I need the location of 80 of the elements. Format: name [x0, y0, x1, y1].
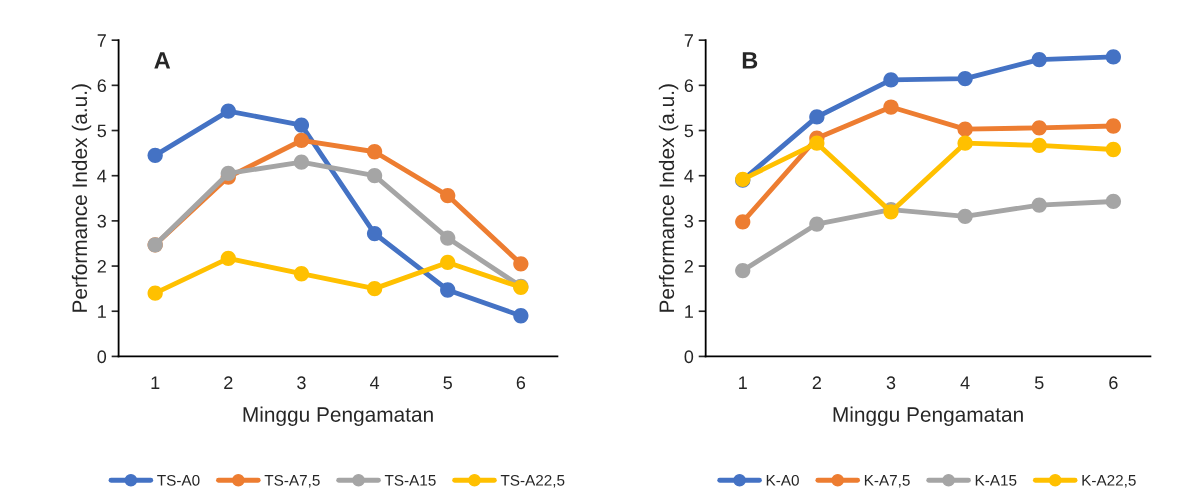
legend-label: K-A7,5 [864, 475, 910, 488]
chart-title: B [742, 52, 758, 69]
x-tick-label: 4 [369, 376, 380, 389]
y-tick-label: 1 [98, 305, 106, 318]
point [957, 208, 973, 224]
y-tick-label: 3 [684, 214, 694, 228]
x-tick-label: 4 [960, 376, 970, 389]
x-tick-label: 3 [886, 376, 896, 390]
point [440, 254, 456, 271]
x-tick-label: 2 [812, 376, 821, 389]
y-axis-title: Performance Index (a.u.) [658, 84, 679, 312]
y-tick-label: 2 [684, 259, 693, 273]
point [220, 165, 236, 182]
point [147, 147, 163, 164]
point [440, 230, 456, 246]
x-tick-label: 1 [151, 376, 160, 389]
x-tick-label: 6 [1109, 376, 1118, 390]
x-tick-label: 5 [1034, 376, 1044, 390]
point [513, 308, 529, 324]
point [440, 187, 456, 204]
y-tick-label: 7 [97, 34, 106, 47]
legend-label: K-A22,5 [1082, 474, 1136, 488]
x-axis-title: Minggu Pengamatan [243, 406, 433, 427]
y-tick-label: 5 [684, 124, 694, 138]
y-tick-label: 6 [97, 79, 106, 93]
y-tick-label: 6 [684, 79, 694, 93]
legend-label: TS-A7,5 [264, 474, 320, 488]
x-tick-label: 5 [443, 376, 452, 390]
point [1105, 193, 1121, 210]
point [366, 168, 383, 184]
y-tick-label: 7 [684, 34, 693, 47]
point [957, 70, 973, 87]
point [1031, 120, 1047, 136]
x-tick-label: 2 [224, 376, 233, 389]
point [735, 214, 751, 230]
x-tick-label: 1 [739, 376, 747, 389]
point [366, 281, 383, 297]
point [809, 135, 825, 151]
point [1031, 137, 1047, 154]
x-tick-label: 6 [516, 376, 526, 390]
point [1105, 141, 1121, 158]
legend-label: TS-A0 [157, 474, 200, 486]
point [513, 256, 529, 272]
legend-label: K-A15 [975, 475, 1017, 486]
point [440, 282, 456, 298]
legend-label: TS-A15 [384, 474, 436, 486]
point [366, 225, 383, 242]
point [957, 135, 973, 151]
y-tick-label: 4 [684, 169, 694, 183]
point [957, 121, 973, 137]
point [1105, 49, 1121, 65]
chart-title: A [154, 52, 171, 69]
point [1031, 51, 1047, 68]
point [220, 250, 236, 267]
legend-label: K-A0 [766, 474, 799, 486]
point [293, 117, 310, 133]
y-axis-title: Performance Index (a.u.) [71, 84, 92, 312]
point [1031, 197, 1047, 213]
point [293, 154, 310, 170]
point [735, 262, 751, 279]
point [220, 103, 236, 119]
point [809, 109, 825, 125]
point [293, 266, 310, 282]
x-axis-title: Minggu Pengamatan [833, 406, 1023, 427]
x-tick-label: 3 [297, 376, 306, 390]
y-tick-label: 4 [97, 169, 107, 183]
point [147, 285, 163, 301]
point [809, 216, 825, 232]
point [366, 144, 383, 160]
y-tick-label: 1 [685, 305, 693, 318]
point [1105, 118, 1121, 134]
y-tick-label: 0 [684, 350, 694, 364]
point [293, 132, 310, 149]
legend-label: TS-A22,5 [500, 474, 565, 488]
y-tick-label: 5 [97, 124, 107, 138]
point [883, 99, 899, 115]
y-tick-label: 2 [97, 259, 106, 273]
y-tick-label: 3 [97, 214, 106, 228]
y-tick-label: 0 [97, 350, 107, 364]
point [883, 72, 899, 88]
